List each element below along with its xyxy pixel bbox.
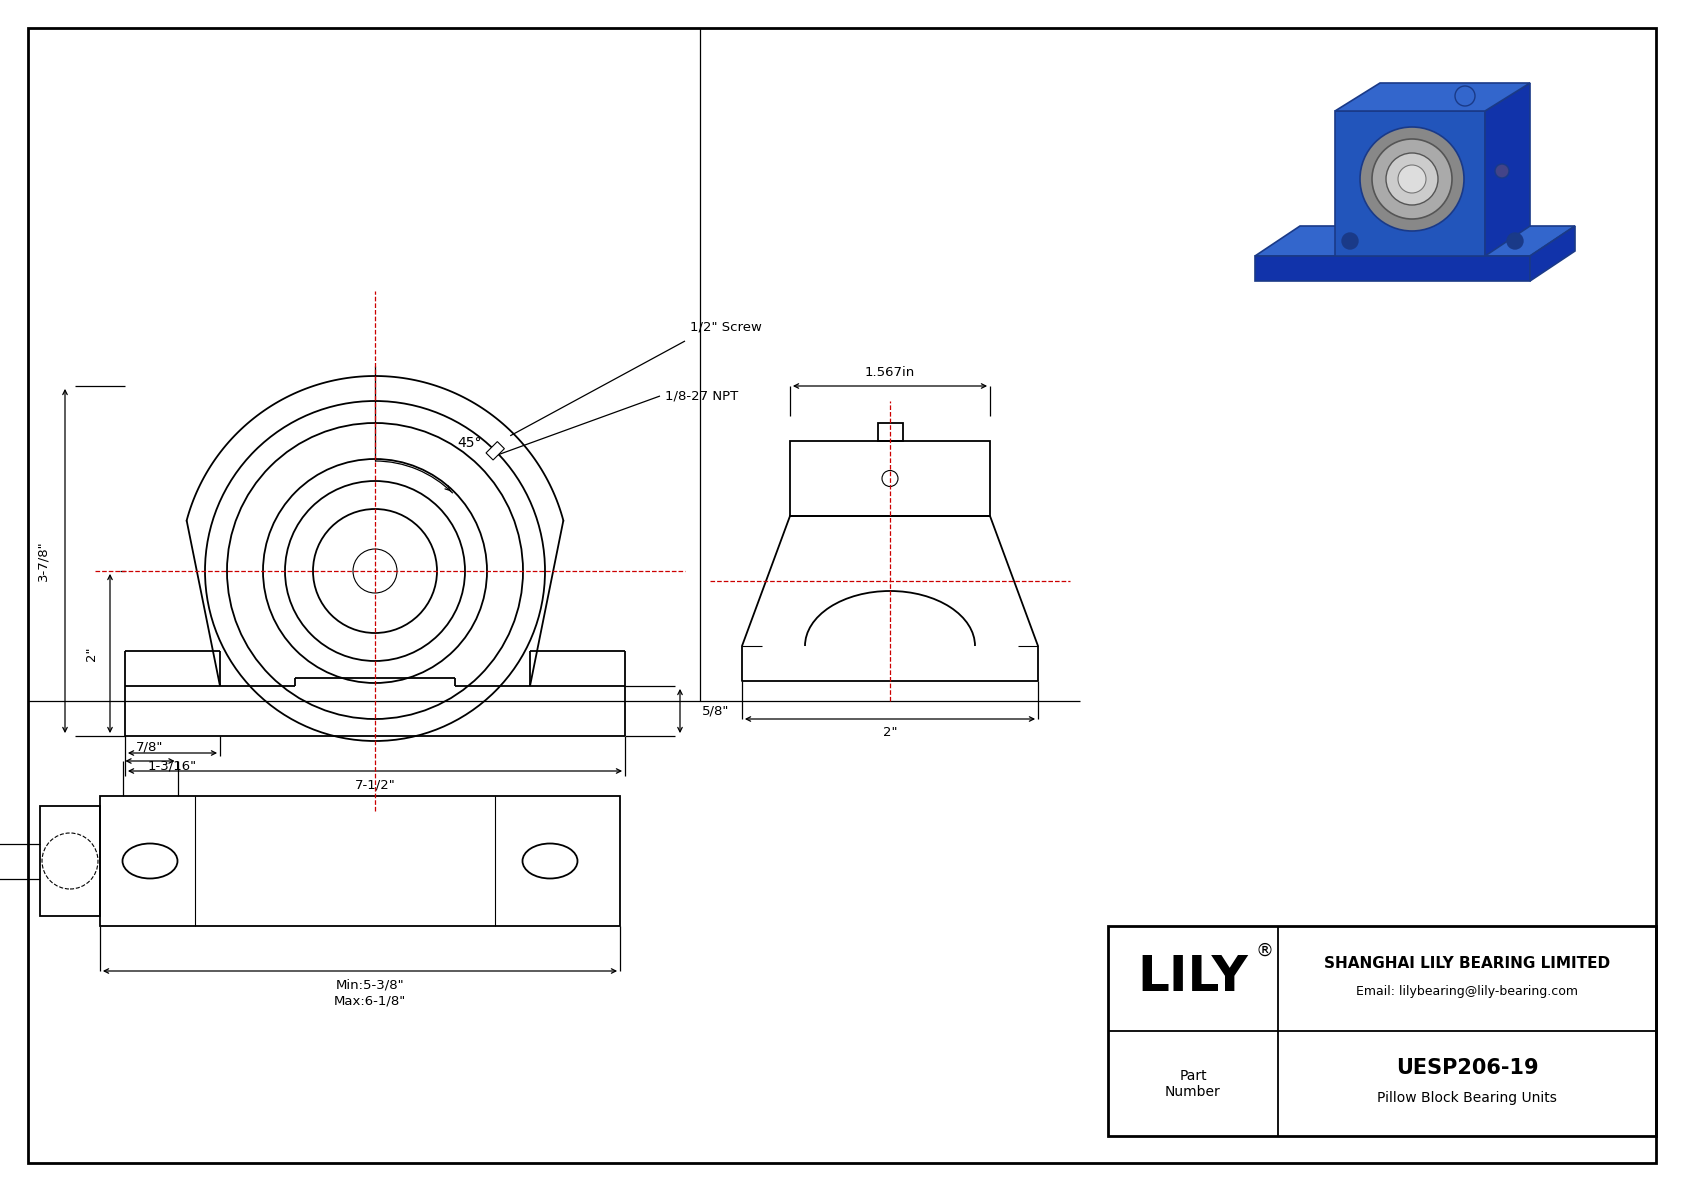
Text: 7/8": 7/8" xyxy=(136,741,163,754)
Circle shape xyxy=(1495,164,1509,177)
Text: SHANGHAI LILY BEARING LIMITED: SHANGHAI LILY BEARING LIMITED xyxy=(1324,955,1610,971)
Text: 2": 2" xyxy=(882,727,898,740)
Circle shape xyxy=(1386,152,1438,205)
Text: LILY: LILY xyxy=(1138,953,1248,1000)
Text: 7-1/2": 7-1/2" xyxy=(355,779,396,792)
Polygon shape xyxy=(1255,256,1531,281)
Polygon shape xyxy=(1335,83,1531,111)
Text: ®: ® xyxy=(1256,942,1275,960)
Text: 1/2" Screw: 1/2" Screw xyxy=(690,320,761,333)
Text: Min:5-3/8": Min:5-3/8" xyxy=(335,979,404,992)
Circle shape xyxy=(1342,233,1357,249)
Text: 1/8-27 NPT: 1/8-27 NPT xyxy=(665,389,738,403)
Text: 1.567in: 1.567in xyxy=(866,366,914,379)
Polygon shape xyxy=(1335,111,1485,256)
Circle shape xyxy=(1398,166,1426,193)
Bar xyxy=(99,796,620,925)
Polygon shape xyxy=(1485,83,1531,256)
Bar xyxy=(1108,925,1655,1136)
Text: 2": 2" xyxy=(86,647,98,661)
Polygon shape xyxy=(487,442,505,460)
Text: Max:6-1/8": Max:6-1/8" xyxy=(333,994,406,1008)
Text: Pillow Block Bearing Units: Pillow Block Bearing Units xyxy=(1378,1091,1558,1105)
Text: Email: lilybearing@lily-bearing.com: Email: lilybearing@lily-bearing.com xyxy=(1356,985,1578,998)
Bar xyxy=(877,423,903,441)
Bar xyxy=(790,441,990,516)
Circle shape xyxy=(1372,139,1452,219)
Circle shape xyxy=(1507,233,1522,249)
Text: Part
Number: Part Number xyxy=(1165,1068,1221,1099)
Text: 1-3/16": 1-3/16" xyxy=(148,760,197,773)
Circle shape xyxy=(1361,127,1463,231)
Text: 5/8": 5/8" xyxy=(702,705,729,717)
Polygon shape xyxy=(1531,226,1575,281)
Polygon shape xyxy=(1255,226,1575,256)
Text: 3-7/8": 3-7/8" xyxy=(37,541,49,581)
Text: UESP206-19: UESP206-19 xyxy=(1396,1058,1537,1078)
Bar xyxy=(40,806,99,916)
Text: 45°: 45° xyxy=(456,436,482,450)
Circle shape xyxy=(1455,86,1475,106)
